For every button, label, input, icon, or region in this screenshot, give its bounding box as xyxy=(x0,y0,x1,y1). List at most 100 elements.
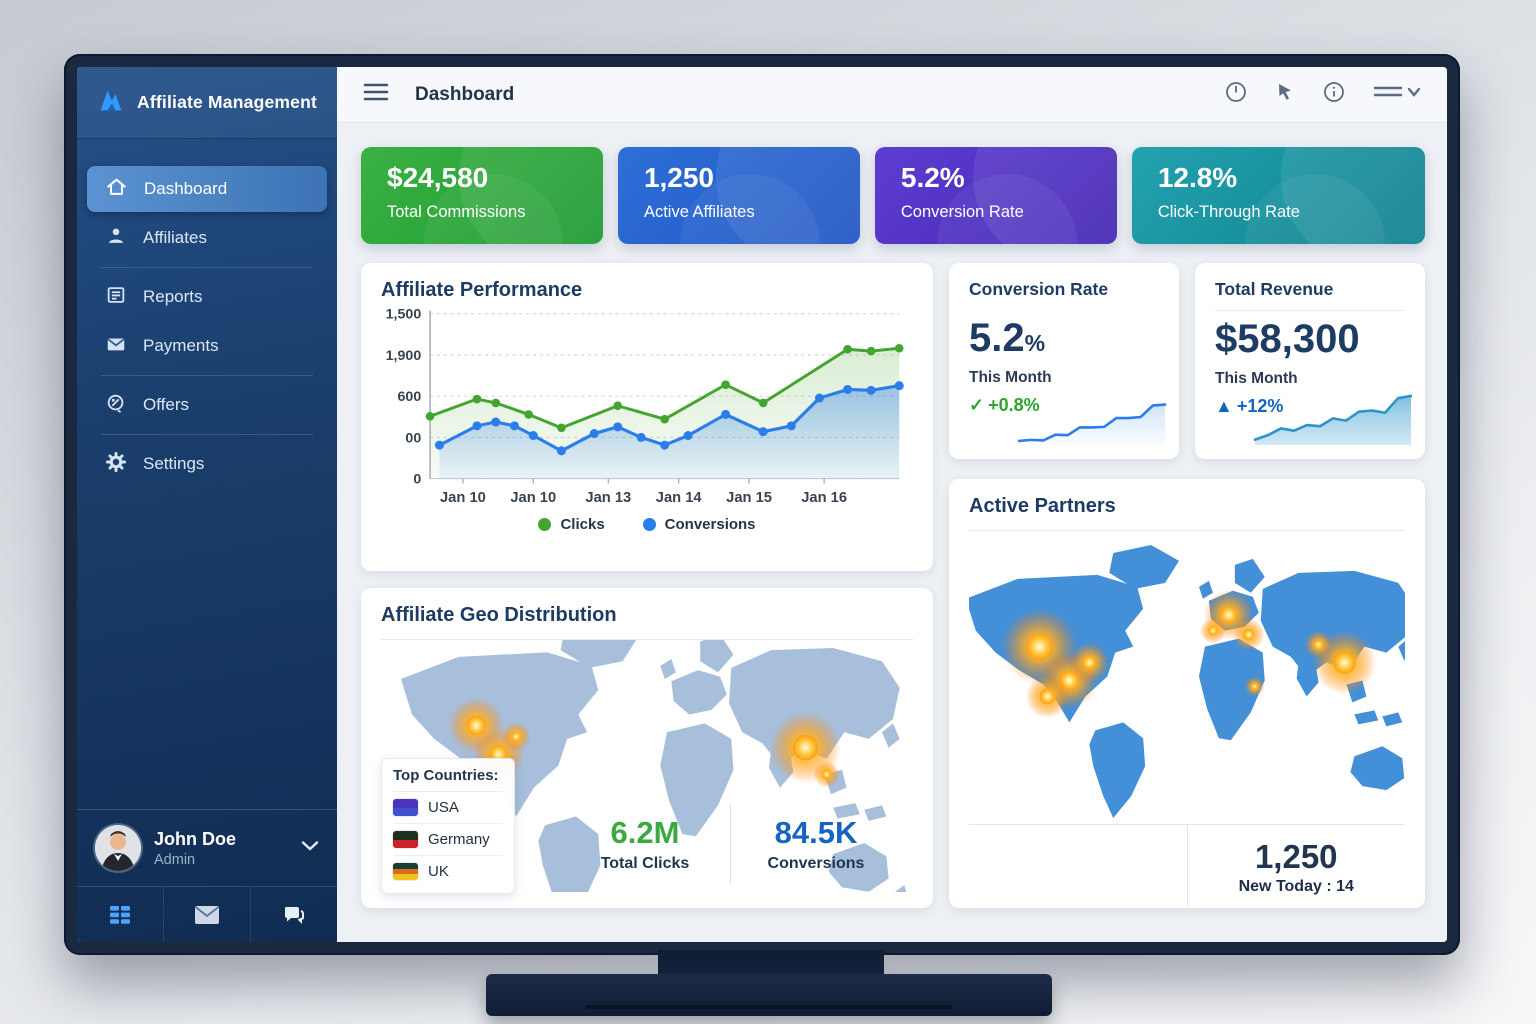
right-column: Conversion Rate 5.2% This Month ✓ +0.8% xyxy=(949,263,1425,908)
stat-card-active-affiliates: 1,250 Active Affiliates xyxy=(617,147,860,244)
stat-value: 84.5K xyxy=(774,815,858,850)
main-area: Dashboard xyxy=(337,67,1447,942)
partners-new-today: New Today : 14 xyxy=(1238,877,1354,895)
legend-label: Clicks xyxy=(560,516,605,533)
chart-legend: Clicks Conversions xyxy=(381,516,913,533)
offer-tag-icon xyxy=(105,392,127,419)
person-icon xyxy=(105,225,127,252)
stat-value: 12.8% xyxy=(1157,162,1238,193)
svg-text:0: 0 xyxy=(413,472,421,488)
clock-icon[interactable] xyxy=(1225,81,1247,108)
partners-footer-left xyxy=(969,825,1188,908)
partners-footer-right: 1,250 New Today : 14 xyxy=(1188,825,1406,908)
delta-value: +0.8% xyxy=(988,395,1040,415)
stat-label: Active Affiliates xyxy=(643,203,755,221)
revenue-value: $58,300 xyxy=(1215,317,1360,361)
sidebar-item-label: Settings xyxy=(143,454,205,473)
stat-card-click-through-rate: 12.8% Click-Through Rate xyxy=(1131,147,1426,244)
sidebar-item-label: Reports xyxy=(143,287,203,306)
period-label: This Month xyxy=(969,369,1052,386)
stat-value: 1,250 xyxy=(643,162,715,193)
germany-flag-icon xyxy=(393,831,418,848)
value-number: 5.2 xyxy=(969,316,1025,360)
geo-stats: 6.2M Total Clicks 84.5K Conversions xyxy=(566,804,895,884)
sidebar: Affiliate Management Dashboard Affilia xyxy=(77,67,337,942)
sidebar-item-settings[interactable]: Settings xyxy=(87,441,327,487)
period-label: This Month xyxy=(1215,370,1298,387)
user-role: Admin xyxy=(154,851,196,868)
stat-value: 6.2M xyxy=(610,815,680,850)
total-revenue-card: Total Revenue $58,300 This Month ▲ +12% xyxy=(1195,263,1425,459)
affiliate-performance-card: Affiliate Performance 1,500 1,900 600 00 0 Ja… xyxy=(361,263,933,571)
country-name: Germany xyxy=(428,831,490,848)
svg-text:Jan 14: Jan 14 xyxy=(656,490,703,506)
dashboard-content: $24,580 Total Commissions 1,250 Active A… xyxy=(337,123,1447,942)
stat-card-total-commissions: $24,580 Total Commissions xyxy=(361,147,603,244)
sidebar-item-label: Offers xyxy=(143,395,189,414)
legend-dot-blue xyxy=(642,518,656,531)
svg-text:Jan 13: Jan 13 xyxy=(585,490,631,506)
user-name: John Doe xyxy=(154,828,237,849)
revenue-delta: ▲ +12% xyxy=(1215,396,1405,417)
stat-label: Conversion Rate xyxy=(900,203,1024,221)
card-title: Affiliate Geo Distribution xyxy=(381,604,913,640)
partners-world-map xyxy=(969,544,1405,819)
chevron-down-icon[interactable] xyxy=(301,839,319,857)
info-icon[interactable] xyxy=(1323,81,1345,108)
mountain-logo-icon xyxy=(97,87,125,118)
sidebar-item-reports[interactable]: Reports xyxy=(87,274,327,320)
mail-icon[interactable] xyxy=(164,887,251,942)
stat-card-conversion-rate: 5.2% Conversion Rate xyxy=(874,147,1117,244)
sidebar-item-payments[interactable]: Payments xyxy=(87,323,327,369)
stat-cards-row: $24,580 Total Commissions 1,250 Active A… xyxy=(361,147,1426,244)
partners-count: 1,250 xyxy=(1254,837,1338,875)
sidebar-item-label: Dashboard xyxy=(144,179,228,198)
sidebar-footer xyxy=(77,886,337,942)
user-profile[interactable]: John Doe Admin xyxy=(77,809,337,886)
hamburger-icon[interactable] xyxy=(363,82,389,107)
grid-icon[interactable] xyxy=(77,887,164,942)
revenue-sparkline xyxy=(1253,394,1413,445)
svg-text:Jan 16: Jan 16 xyxy=(801,490,847,506)
card-title: Total Revenue xyxy=(1215,279,1405,311)
sidebar-item-offers[interactable]: Offers xyxy=(87,382,327,428)
brand: Affiliate Management xyxy=(77,67,337,139)
card-title: Conversion Rate xyxy=(969,279,1109,299)
avatar xyxy=(95,825,141,871)
chat-icon[interactable] xyxy=(251,887,337,942)
stat-label: Conversions xyxy=(767,855,865,872)
delta-value: +12% xyxy=(1236,396,1284,416)
uk-flag-icon xyxy=(393,863,418,880)
monitor-frame: Affiliate Management Dashboard Affilia xyxy=(64,54,1460,955)
svg-text:Jan 15: Jan 15 xyxy=(726,490,772,506)
sidebar-item-affiliates[interactable]: Affiliates xyxy=(87,215,327,261)
envelope-icon xyxy=(105,333,127,360)
country-row-uk: UK xyxy=(393,856,503,887)
sidebar-item-label: Affiliates xyxy=(143,228,207,247)
nav-divider xyxy=(101,267,313,268)
menu-chevron-icon[interactable] xyxy=(1373,83,1421,106)
conversions-stat: 84.5K Conversions xyxy=(737,815,895,873)
svg-text:1,500: 1,500 xyxy=(386,307,422,323)
check-icon: ✓ xyxy=(969,395,985,415)
top-countries-panel: Top Countries: USA Germany xyxy=(381,758,515,894)
report-icon xyxy=(105,284,127,311)
sidebar-item-dashboard[interactable]: Dashboard xyxy=(87,166,327,212)
conversion-sparkline xyxy=(1017,403,1167,445)
geo-world-map xyxy=(400,619,909,908)
usa-flag-icon xyxy=(393,799,418,816)
stat-value: 5.2% xyxy=(900,162,965,193)
svg-text:00: 00 xyxy=(405,430,421,446)
svg-text:1,900: 1,900 xyxy=(386,348,422,364)
topbar: Dashboard xyxy=(337,67,1447,123)
cursor-icon[interactable] xyxy=(1275,82,1295,107)
legend-clicks: Clicks xyxy=(538,516,605,533)
app-window: Affiliate Management Dashboard Affilia xyxy=(77,67,1447,942)
legend-dot-green xyxy=(538,518,552,531)
sidebar-item-label: Payments xyxy=(143,336,219,355)
country-row-usa: USA xyxy=(393,792,503,824)
small-cards-row: Conversion Rate 5.2% This Month ✓ +0.8% xyxy=(949,263,1425,459)
sidebar-nav: Dashboard Affiliates Reports xyxy=(77,139,337,809)
stat-label: Total Commissions xyxy=(387,203,526,221)
